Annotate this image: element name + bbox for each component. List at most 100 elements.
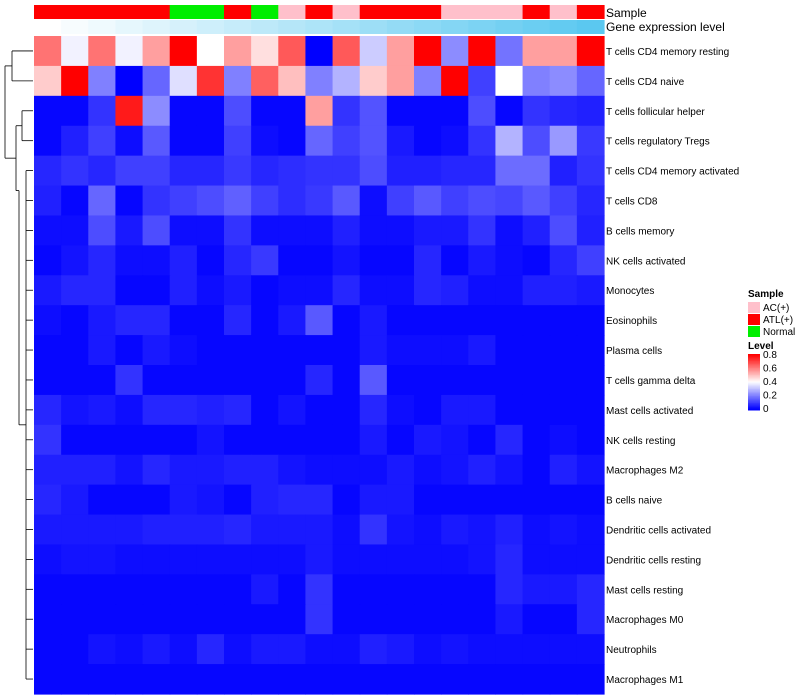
- sample-annotation-cell: [468, 5, 497, 19]
- heatmap-cell: [115, 215, 144, 246]
- heatmap-cell: [224, 634, 252, 665]
- heatmap-cell: [468, 185, 497, 217]
- heatmap-cell: [359, 514, 388, 546]
- heatmap-cell: [386, 245, 415, 276]
- heatmap-cell: [576, 454, 605, 486]
- heatmap-cell: [142, 215, 171, 246]
- heatmap-cell: [196, 634, 225, 665]
- heatmap-cell: [414, 185, 442, 217]
- heatmap-cell: [468, 484, 497, 516]
- heatmap-cell: [576, 604, 605, 635]
- heatmap-cell: [196, 664, 225, 695]
- heatmap-cell: [549, 215, 578, 246]
- heatmap-cell: [332, 155, 361, 187]
- heatmap-cell: [576, 275, 605, 306]
- heatmap-cell: [495, 604, 524, 635]
- heatmap-cell: [305, 155, 334, 187]
- heatmap-cell: [332, 36, 361, 67]
- heatmap-cell: [522, 305, 551, 336]
- heatmap-cell: [549, 155, 578, 187]
- heatmap-cell: [169, 574, 198, 605]
- heatmap-cell: [441, 95, 469, 127]
- heatmap-cell: [549, 394, 578, 426]
- expression-annotation-cell: [495, 20, 524, 34]
- heatmap-cell: [251, 454, 279, 486]
- heatmap-cell: [414, 604, 442, 635]
- sample-annotation-cell: [576, 5, 605, 19]
- heatmap-cell: [332, 305, 361, 336]
- heatmap-cell: [278, 484, 307, 516]
- heatmap-cell: [305, 424, 334, 456]
- heatmap-cell: [278, 215, 307, 246]
- heatmap-cell: [169, 634, 198, 665]
- heatmap-cell: [522, 484, 551, 516]
- heatmap-cell: [359, 664, 388, 695]
- heatmap-cell: [224, 424, 252, 456]
- heatmap-cell: [386, 544, 415, 575]
- level-legend-gradient-step: [748, 404, 760, 407]
- heatmap-cell: [441, 424, 469, 456]
- heatmap-cell: [468, 155, 497, 187]
- heatmap-cell: [576, 95, 605, 127]
- heatmap-cell: [549, 454, 578, 486]
- level-legend-tick: 0.2: [763, 391, 777, 402]
- heatmap-cell: [495, 394, 524, 426]
- heatmap-cell: [549, 335, 578, 366]
- heatmap-cell: [441, 514, 469, 546]
- heatmap-cell: [441, 125, 469, 157]
- heatmap-cell: [414, 394, 442, 426]
- heatmap-cell: [468, 574, 497, 605]
- heatmap-cell: [278, 574, 307, 605]
- heatmap-cell: [495, 634, 524, 665]
- heatmap-cell: [88, 305, 117, 336]
- heatmap-cell: [61, 65, 89, 97]
- heatmap-cell: [196, 125, 225, 157]
- level-legend-gradient-step: [748, 361, 760, 363]
- heatmap-cell: [115, 125, 144, 157]
- level-legend-gradient-step: [748, 376, 760, 379]
- heatmap-cell: [61, 275, 89, 306]
- sample-annotation-cell: [359, 5, 388, 19]
- heatmap-cell: [224, 95, 252, 127]
- heatmap-cell: [169, 275, 198, 306]
- heatmap-cell: [34, 424, 62, 456]
- heatmap-cell: [386, 185, 415, 217]
- heatmap-cell: [169, 394, 198, 426]
- heatmap-cell: [576, 664, 605, 695]
- heatmap-cell: [34, 574, 62, 605]
- row-label: T cells regulatory Tregs: [606, 137, 710, 148]
- heatmap-cell: [386, 125, 415, 157]
- heatmap-cell: [522, 185, 551, 217]
- heatmap-cell: [332, 604, 361, 635]
- heatmap-cell: [468, 514, 497, 546]
- heatmap-cell: [332, 484, 361, 516]
- heatmap-cell: [305, 305, 334, 336]
- heatmap-cell: [61, 394, 89, 426]
- heatmap-cell: [359, 305, 388, 336]
- sample-annotation-cell: [142, 5, 171, 19]
- heatmap-cell: [278, 245, 307, 276]
- expression-annotation-cell: [332, 20, 361, 34]
- heatmap-cell: [576, 394, 605, 426]
- heatmap-cell: [142, 65, 171, 97]
- heatmap-cell: [196, 394, 225, 426]
- heatmap-cell: [88, 155, 117, 187]
- heatmap-cell: [196, 245, 225, 276]
- heatmap-cell: [359, 95, 388, 127]
- heatmap-cell: [61, 245, 89, 276]
- level-legend-gradient-step: [748, 391, 760, 394]
- heatmap-cell: [522, 424, 551, 456]
- heatmap-cell: [386, 155, 415, 187]
- heatmap-cell: [549, 365, 578, 396]
- heatmap-cell: [251, 424, 279, 456]
- heatmap-cell: [576, 305, 605, 336]
- heatmap-cell: [305, 275, 334, 306]
- heatmap-cell: [169, 514, 198, 546]
- heatmap-cell: [142, 664, 171, 695]
- heatmap-cell: [359, 454, 388, 486]
- heatmap-cell: [468, 36, 497, 67]
- heatmap-cell: [169, 664, 198, 695]
- heatmap-cell: [359, 634, 388, 665]
- heatmap-cell: [441, 574, 469, 605]
- heatmap-cell: [414, 125, 442, 157]
